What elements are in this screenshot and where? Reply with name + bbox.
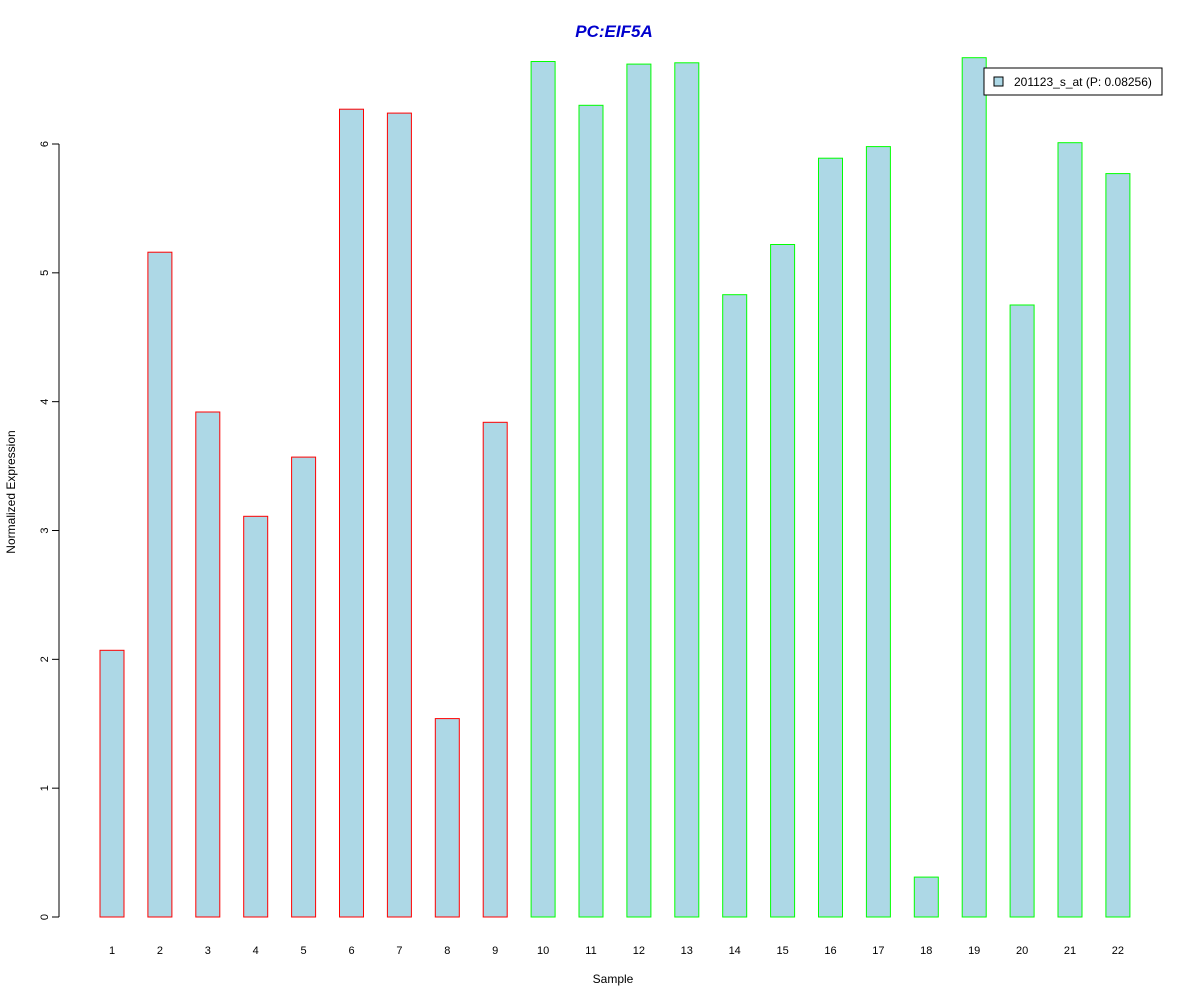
bar-sample-8 xyxy=(434,718,460,918)
bar-sample-17 xyxy=(865,146,891,918)
chart-title: PC:EIF5A xyxy=(575,22,652,41)
bar-sample-15 xyxy=(770,244,796,918)
x-tick-label: 13 xyxy=(681,945,693,957)
bar-sample-6 xyxy=(339,108,364,918)
x-tick-label: 20 xyxy=(1016,945,1028,957)
bar-sample-12 xyxy=(626,63,652,918)
bars xyxy=(99,57,1131,918)
bar-sample-20 xyxy=(1009,304,1035,918)
x-tick-labels: 1 2 3 4 5 6 7 8 9 10 11 12 13 14 15 16 17 18 19 20 21 22 xyxy=(109,945,1124,957)
x-tick-label: 5 xyxy=(301,945,307,957)
bar-sample-3 xyxy=(195,411,221,918)
y-tick-label: 4 xyxy=(39,399,51,405)
x-tick-label: 1 xyxy=(109,945,115,957)
x-tick-label: 12 xyxy=(633,945,645,957)
x-tick-label: 14 xyxy=(729,945,741,957)
legend-entry-label: 201123_s_at (P: 0.08256) xyxy=(1014,75,1152,89)
bar-sample-1 xyxy=(99,649,125,918)
bar-sample-14 xyxy=(722,294,748,918)
bar-sample-9 xyxy=(482,421,508,918)
x-tick-label: 8 xyxy=(444,945,450,957)
bar-sample-21 xyxy=(1057,142,1083,918)
bar-sample-22 xyxy=(1105,173,1131,918)
y-axis: 0 1 2 3 4 5 6 xyxy=(39,141,60,920)
y-axis-label: Normalized Expression xyxy=(4,430,18,553)
bar-sample-16 xyxy=(818,157,843,918)
y-tick-label: 1 xyxy=(39,785,51,791)
x-tick-label: 17 xyxy=(872,945,884,957)
x-tick-label: 22 xyxy=(1112,945,1124,957)
x-tick-label: 4 xyxy=(253,945,259,957)
bar-sample-4 xyxy=(243,515,269,918)
x-tick-label: 11 xyxy=(585,945,596,957)
x-tick-label: 3 xyxy=(205,945,211,957)
bar-sample-18 xyxy=(913,876,939,918)
x-tick-label: 19 xyxy=(968,945,980,957)
y-tick-label: 0 xyxy=(39,914,51,920)
bar-sample-11 xyxy=(578,104,604,918)
x-tick-label: 9 xyxy=(492,945,498,957)
x-axis-label: Sample xyxy=(593,972,634,986)
x-tick-label: 10 xyxy=(537,945,549,957)
legend-swatch xyxy=(993,76,1004,87)
bar-sample-2 xyxy=(147,251,173,918)
bar-sample-5 xyxy=(291,456,317,918)
x-tick-label: 18 xyxy=(920,945,932,957)
bar-sample-10 xyxy=(530,61,556,918)
y-tick-label: 6 xyxy=(39,141,51,147)
y-tick-label: 2 xyxy=(39,656,51,662)
x-tick-label: 2 xyxy=(157,945,163,957)
x-tick-label: 16 xyxy=(824,945,836,957)
x-tick-label: 21 xyxy=(1064,945,1076,957)
bar-sample-13 xyxy=(674,62,700,918)
legend: 201123_s_at (P: 0.08256) xyxy=(983,67,1163,96)
bar-sample-19 xyxy=(961,57,987,918)
bar-sample-7 xyxy=(386,112,412,918)
y-tick-label: 3 xyxy=(39,527,51,533)
legend-box xyxy=(983,67,1163,96)
x-tick-label: 7 xyxy=(396,945,402,957)
x-tick-label: 6 xyxy=(348,945,354,957)
y-tick-label: 5 xyxy=(39,270,51,276)
x-tick-label: 15 xyxy=(776,945,788,957)
